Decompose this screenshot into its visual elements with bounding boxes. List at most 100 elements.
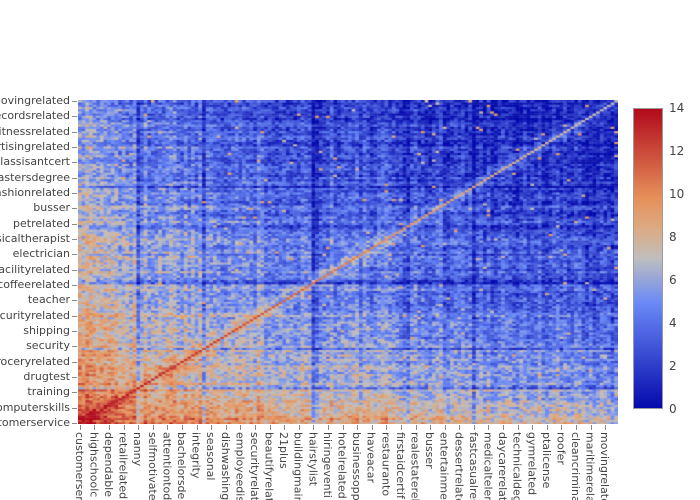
- x-tick-label: hairstylist: [306, 432, 320, 487]
- x-tick-label: dessertrelated: [452, 432, 466, 500]
- y-tick-mark: [72, 423, 77, 424]
- x-tick-mark: [124, 425, 125, 430]
- x-tick-label: gymrelated: [525, 432, 539, 496]
- y-tick-label: computerskills: [0, 400, 70, 414]
- colorbar-tick-label: 12: [669, 144, 685, 158]
- x-tick-mark: [240, 425, 241, 430]
- x-tick-mark: [518, 425, 519, 430]
- y-tick-label: customerservice: [0, 415, 70, 429]
- x-tick-label: restauranto: [379, 432, 393, 497]
- x-tick-label: employeedisc: [233, 432, 247, 500]
- y-tick-mark: [72, 392, 77, 393]
- colorbar-tick-label: 0: [669, 402, 677, 416]
- y-tick-mark: [72, 362, 77, 363]
- x-tick-mark: [167, 425, 168, 430]
- x-tick-label: roofer: [554, 432, 568, 465]
- colorbar-tick-label: 2: [669, 359, 677, 373]
- x-tick-mark: [255, 425, 256, 430]
- x-tick-mark: [532, 425, 533, 430]
- y-tick-label: electrician: [12, 247, 70, 261]
- x-tick-label: haveacar: [364, 432, 378, 484]
- y-tick-mark: [72, 331, 77, 332]
- y-tick-label: fitnessrelated: [0, 124, 70, 138]
- y-tick-mark: [72, 224, 77, 225]
- x-tick-mark: [561, 425, 562, 430]
- y-tick-label: coffeerelated: [0, 277, 70, 291]
- y-tick-label: securityrelated: [0, 308, 70, 322]
- x-tick-label: dishwashing: [218, 432, 232, 500]
- y-tick-label: shipping: [23, 323, 70, 337]
- y-tick-label: groceryrelated: [0, 354, 70, 368]
- x-tick-mark: [488, 425, 489, 430]
- y-tick-mark: [72, 346, 77, 347]
- x-tick-mark: [197, 425, 198, 430]
- x-tick-label: integrity: [189, 432, 203, 479]
- y-tick-label: teacher: [27, 293, 70, 307]
- colorbar-tick-label: 10: [669, 187, 685, 201]
- x-tick-mark: [182, 425, 183, 430]
- x-tick-label: buildingmaint: [291, 432, 305, 500]
- x-tick-mark: [503, 425, 504, 430]
- x-tick-label: businessoppo: [350, 432, 364, 500]
- y-tick-label: security: [26, 339, 70, 353]
- x-tick-mark: [605, 425, 606, 430]
- y-tick-mark: [72, 316, 77, 317]
- y-tick-mark: [72, 254, 77, 255]
- y-tick-mark: [72, 270, 77, 271]
- y-tick-mark: [72, 101, 77, 102]
- x-tick-label: entertainmen: [437, 432, 451, 500]
- y-tick-label: physicaltherapist: [0, 232, 70, 245]
- x-tick-label: daycarerelated: [496, 432, 510, 500]
- y-tick-label: advertisingrelated: [0, 140, 70, 154]
- x-tick-mark: [372, 425, 373, 430]
- x-tick-mark: [591, 425, 592, 430]
- y-tick-label: movingrelated: [0, 94, 70, 108]
- x-tick-mark: [270, 425, 271, 430]
- x-tick-label: bachelorsdeg: [174, 432, 188, 500]
- x-tick-mark: [299, 425, 300, 430]
- y-tick-mark: [72, 408, 77, 409]
- x-tick-label: ptalicense: [539, 432, 553, 489]
- x-tick-mark: [547, 425, 548, 430]
- y-tick-mark: [72, 132, 77, 133]
- colorbar-tick-label: 8: [669, 230, 677, 244]
- x-tick-label: nanny: [131, 432, 145, 467]
- x-tick-mark: [153, 425, 154, 430]
- x-tick-label: firstaidcertif: [393, 432, 407, 499]
- x-tick-label: highschoolc: [87, 432, 101, 498]
- y-tick-mark: [72, 377, 77, 378]
- x-tick-mark: [211, 425, 212, 430]
- x-tick-mark: [416, 425, 417, 430]
- x-tick-mark: [445, 425, 446, 430]
- x-tick-label: attentiontod: [160, 432, 174, 500]
- y-tick-label: busser: [33, 201, 70, 215]
- x-tick-label: realestaterel: [408, 432, 422, 500]
- x-tick-label: hotelrelated: [335, 432, 349, 499]
- colorbar-gradient: [633, 108, 663, 409]
- x-tick-mark: [138, 425, 139, 430]
- x-tick-mark: [313, 425, 314, 430]
- x-tick-label: retailrelated: [116, 432, 130, 500]
- y-tick-mark: [72, 147, 77, 148]
- y-tick-mark: [72, 239, 77, 240]
- y-tick-mark: [72, 162, 77, 163]
- y-tick-mark: [72, 300, 77, 301]
- colorbar-tick-label: 6: [669, 273, 677, 287]
- x-tick-mark: [459, 425, 460, 430]
- y-tick-label: recordsrelated: [0, 109, 70, 123]
- x-tick-label: medicaltelem: [481, 432, 495, 500]
- x-tick-mark: [401, 425, 402, 430]
- x-tick-label: busser: [423, 432, 437, 469]
- y-tick-mark: [72, 285, 77, 286]
- x-tick-label: technicaldeg: [510, 432, 524, 500]
- x-tick-label: hiringeventi: [320, 432, 334, 498]
- x-tick-mark: [576, 425, 577, 430]
- x-tick-mark: [80, 425, 81, 430]
- y-tick-label: dentalassisantcert: [0, 155, 70, 169]
- x-tick-mark: [357, 425, 358, 430]
- y-tick-label: mastersdegree: [0, 170, 70, 184]
- y-tick-label: drugtest: [23, 369, 70, 383]
- y-tick-label: facilityrelated: [0, 262, 70, 276]
- y-tick-mark: [72, 178, 77, 179]
- heatmap-canvas[interactable]: [78, 100, 618, 424]
